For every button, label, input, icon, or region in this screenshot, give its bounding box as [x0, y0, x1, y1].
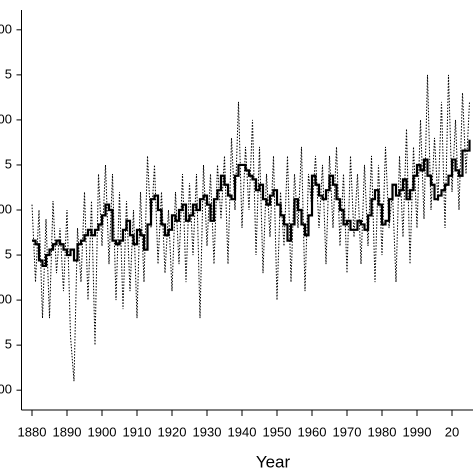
x-tick-label: 1890: [53, 424, 82, 439]
x-tick-label: 1990: [403, 424, 432, 439]
x-tick-label: 1910: [123, 424, 152, 439]
x-tick-label: 1960: [298, 424, 327, 439]
dotted-line: [31, 74, 470, 382]
x-tick-label: 1940: [228, 424, 257, 439]
x-tick-label: 1900: [88, 424, 117, 439]
y-tick-label: 00: [0, 382, 12, 397]
y-tick-label: 5: [5, 66, 12, 81]
x-tick-label: 1980: [368, 424, 397, 439]
y-tick-label: 00: [0, 111, 12, 126]
step-line: [32, 139, 471, 267]
x-tick-label: 20: [445, 424, 459, 439]
y-tick-label: 5: [5, 246, 12, 261]
y-tick-label: 00: [0, 201, 12, 216]
y-tick-label: 5: [5, 156, 12, 171]
x-tick-label: 1950: [263, 424, 292, 439]
x-tick-label: 1880: [18, 424, 47, 439]
y-tick-label: 5: [5, 337, 12, 352]
y-tick-label: 00: [0, 292, 12, 307]
x-tick-label: 1920: [158, 424, 187, 439]
x-tick-label: 1970: [333, 424, 362, 439]
x-axis-label: Year: [256, 452, 291, 471]
y-tick-label: 00: [0, 21, 12, 36]
x-tick-label: 1930: [193, 424, 222, 439]
